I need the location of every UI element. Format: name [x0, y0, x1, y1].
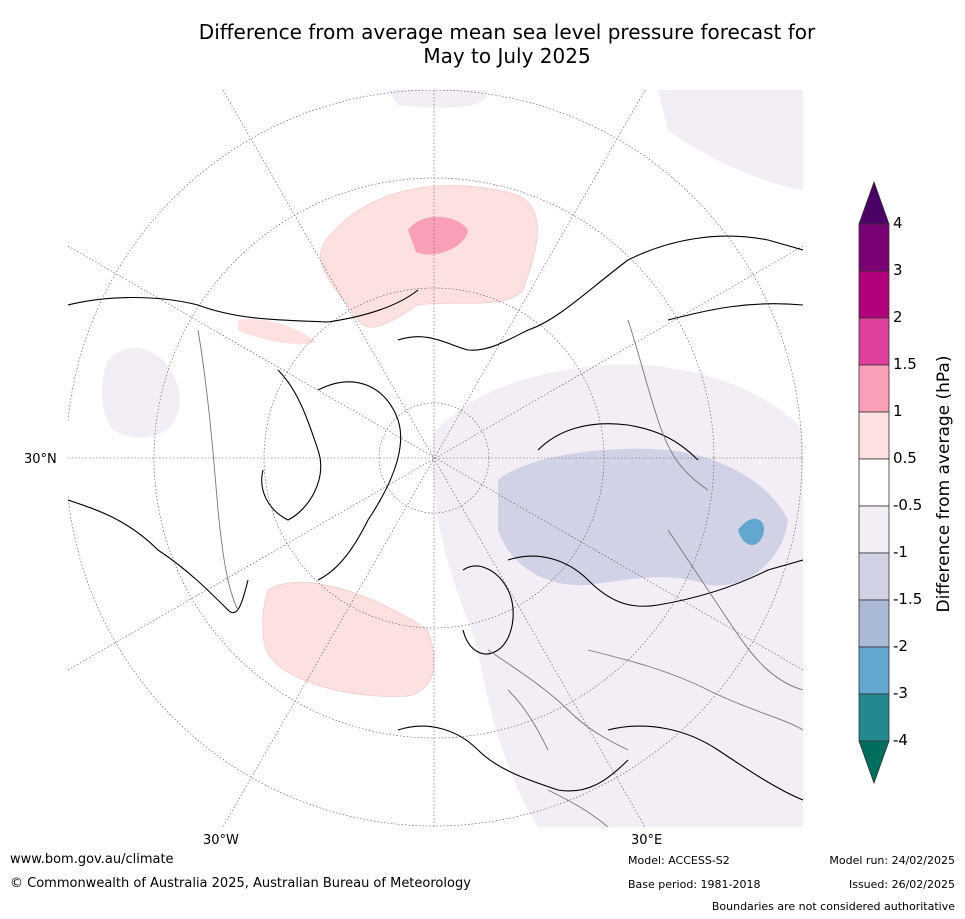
anomaly-negative-siberia	[498, 448, 788, 586]
anomaly-positive-greenland	[320, 185, 538, 328]
anomaly-positive-greenland-core	[408, 216, 468, 255]
colorbar-segment	[858, 364, 890, 413]
colorbar-segment	[858, 223, 890, 272]
anomaly-strong-negative	[738, 518, 764, 546]
anomaly-negative-pacific-top	[658, 90, 803, 190]
colorbar-tick-label: -1.5	[893, 590, 923, 608]
colorbar-segment	[858, 270, 890, 319]
lon-label-30e: 30°E	[631, 833, 663, 848]
base-period-text: Base period: 1981-2018	[628, 878, 761, 891]
colorbar-segment	[858, 646, 890, 695]
title-line-1: Difference from average mean sea level p…	[198, 20, 816, 44]
colorbar-tick-label: 2	[893, 308, 903, 326]
anomaly-negative-arctic-top	[388, 90, 488, 108]
polar-map	[68, 90, 803, 827]
anomaly-positive-canada	[238, 319, 316, 345]
issued-text: Issued: 26/02/2025	[848, 878, 955, 891]
copyright-text: © Commonwealth of Australia 2025, Austra…	[10, 876, 471, 891]
lat-label-30n: 30°N	[24, 452, 57, 467]
anomaly-positive-atlantic	[262, 581, 435, 697]
colorbar-tick-label: 3	[893, 261, 903, 279]
anomaly-negative-eurasia	[432, 364, 803, 827]
lon-label-30w: 30°W	[203, 833, 239, 848]
colorbar-segment	[858, 505, 890, 554]
colorbar-segment	[858, 693, 890, 742]
boundaries-note: Boundaries are not considered authoritat…	[711, 900, 955, 913]
map-canvas	[68, 90, 803, 827]
colorbar-segment	[858, 458, 890, 507]
colorbar-tick-label: 0.5	[893, 449, 917, 467]
colorbar-tick-label: 1	[893, 402, 903, 420]
colorbar-segment	[858, 599, 890, 648]
model-run-text: Model run: 24/02/2025	[829, 854, 955, 867]
colorbar-tick-label: 1.5	[893, 355, 917, 373]
map-title: Difference from average mean sea level p…	[0, 20, 965, 68]
website-link[interactable]: www.bom.gov.au/climate	[10, 852, 174, 867]
colorbar-tick-label: -4	[893, 731, 908, 749]
colorbar-under-triangle	[858, 740, 890, 785]
model-text: Model: ACCESS-S2	[628, 854, 730, 867]
colorbar-tick-label: -1	[893, 543, 908, 561]
colorbar-tick-label: -2	[893, 637, 908, 655]
colorbar-title: Difference from average (hPa)	[934, 355, 954, 613]
colorbar-segment	[858, 411, 890, 460]
title-line-2: May to July 2025	[423, 44, 591, 68]
borders	[197, 319, 803, 827]
colorbar-segment	[858, 317, 890, 366]
colorbar-tick-label: -0.5	[893, 496, 923, 514]
anomaly-negative-pacific	[101, 347, 180, 438]
colorbar-segment	[858, 552, 890, 601]
colorbar-tick-label: -3	[893, 684, 908, 702]
colorbar-over-triangle	[858, 180, 890, 225]
coastlines	[68, 235, 803, 801]
colorbar-tick-label: 4	[893, 214, 903, 232]
